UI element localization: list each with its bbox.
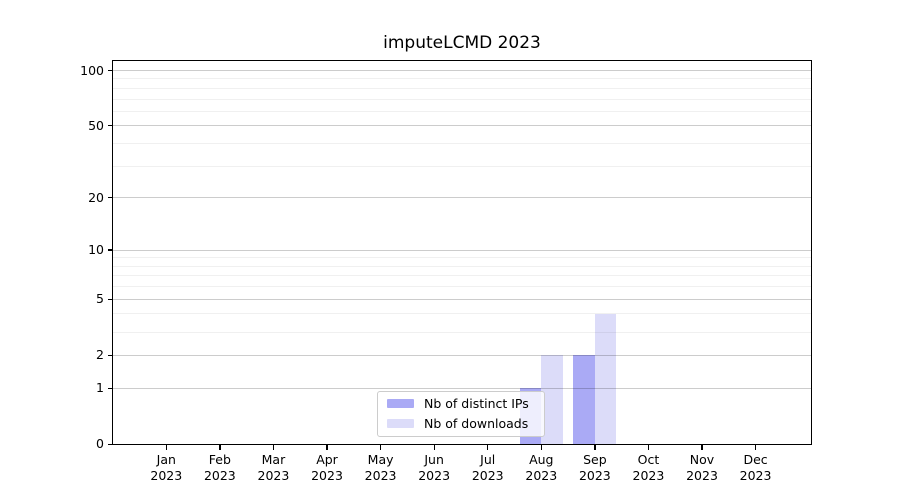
gridline-minor-30 xyxy=(113,165,811,167)
gridline-minor-9 xyxy=(113,257,811,259)
gridline-minor-40 xyxy=(113,143,811,145)
x-tick-feb xyxy=(219,444,221,450)
x-tick-may xyxy=(379,444,382,450)
x-tick-label-may: May 2023 xyxy=(364,452,397,483)
y-tick-label-5: 5 xyxy=(96,291,104,307)
gridline-major-10 xyxy=(113,249,811,251)
y-tick-100 xyxy=(108,69,113,72)
x-tick-label-jul: Jul 2023 xyxy=(471,452,504,483)
gridline-major-1 xyxy=(113,387,811,389)
gridline-major-20 xyxy=(113,197,811,199)
bar-downloads-aug xyxy=(541,355,563,445)
x-tick-label-apr: Apr 2023 xyxy=(311,452,343,483)
gridline-minor-70 xyxy=(113,98,811,100)
gridline-minor-7 xyxy=(113,275,811,277)
gridline-minor-90 xyxy=(113,78,811,80)
x-tick-nov xyxy=(701,444,703,450)
x-tick-label-feb: Feb 2023 xyxy=(203,452,236,483)
legend-label-downloads: Nb of downloads xyxy=(424,416,529,431)
gridline-major-5 xyxy=(113,298,811,300)
bar-downloads-sep xyxy=(594,313,617,445)
y-tick-label-0: 0 xyxy=(96,436,104,452)
x-tick-oct xyxy=(647,444,650,450)
y-tick-label-2: 2 xyxy=(96,347,104,363)
gridline-minor-80 xyxy=(113,87,811,89)
x-tick-label-jan: Jan 2023 xyxy=(150,452,183,483)
y-tick-label-1: 1 xyxy=(96,380,104,396)
x-tick-jan xyxy=(165,444,167,450)
y-tick-2 xyxy=(108,354,113,356)
x-tick-aug xyxy=(540,444,542,450)
chart-title: imputeLCMD 2023 xyxy=(383,33,541,53)
x-tick-label-dec: Dec 2023 xyxy=(739,452,772,483)
x-tick-label-jun: Jun 2023 xyxy=(418,452,451,483)
y-tick-5 xyxy=(108,298,113,300)
x-tick-mar xyxy=(272,444,275,450)
y-tick-label-20: 20 xyxy=(88,189,104,205)
gridline-minor-4 xyxy=(113,313,811,315)
x-tick-label-mar: Mar 2023 xyxy=(257,452,290,483)
gridline-minor-6 xyxy=(113,286,811,288)
gridline-minor-8 xyxy=(113,265,811,267)
x-tick-apr xyxy=(326,444,328,450)
gridline-major-50 xyxy=(113,125,811,127)
y-tick-label-50: 50 xyxy=(88,117,104,133)
y-tick-label-100: 100 xyxy=(80,62,104,78)
x-tick-label-sep: Sep 2023 xyxy=(578,452,611,483)
legend: Nb of distinct IPs Nb of downloads xyxy=(377,390,545,437)
y-tick-50 xyxy=(108,125,113,127)
x-tick-jul xyxy=(487,444,489,450)
gridline-major-100 xyxy=(113,70,811,71)
gridline-minor-60 xyxy=(113,110,811,112)
gridline-major-2 xyxy=(113,354,811,356)
x-tick-dec xyxy=(754,444,757,450)
x-tick-sep xyxy=(594,444,596,450)
legend-entry-distinct-ips: Nb of distinct IPs xyxy=(385,396,537,411)
y-tick-10 xyxy=(108,249,113,251)
bar-distinct-ips-sep xyxy=(573,355,595,445)
x-tick-jun xyxy=(433,444,435,450)
x-tick-label-nov: Nov 2023 xyxy=(686,452,718,483)
y-tick-20 xyxy=(108,197,113,199)
x-tick-label-aug: Aug 2023 xyxy=(525,452,558,483)
legend-swatch-downloads xyxy=(387,419,414,428)
y-tick-0 xyxy=(108,443,113,445)
y-tick-label-10: 10 xyxy=(88,242,104,258)
legend-label-distinct-ips: Nb of distinct IPs xyxy=(424,396,529,411)
legend-entry-downloads: Nb of downloads xyxy=(385,416,537,431)
x-tick-label-oct: Oct 2023 xyxy=(632,452,665,483)
y-tick-1 xyxy=(108,387,113,389)
gridline-minor-3 xyxy=(113,331,811,333)
legend-swatch-distinct-ips xyxy=(387,399,414,408)
